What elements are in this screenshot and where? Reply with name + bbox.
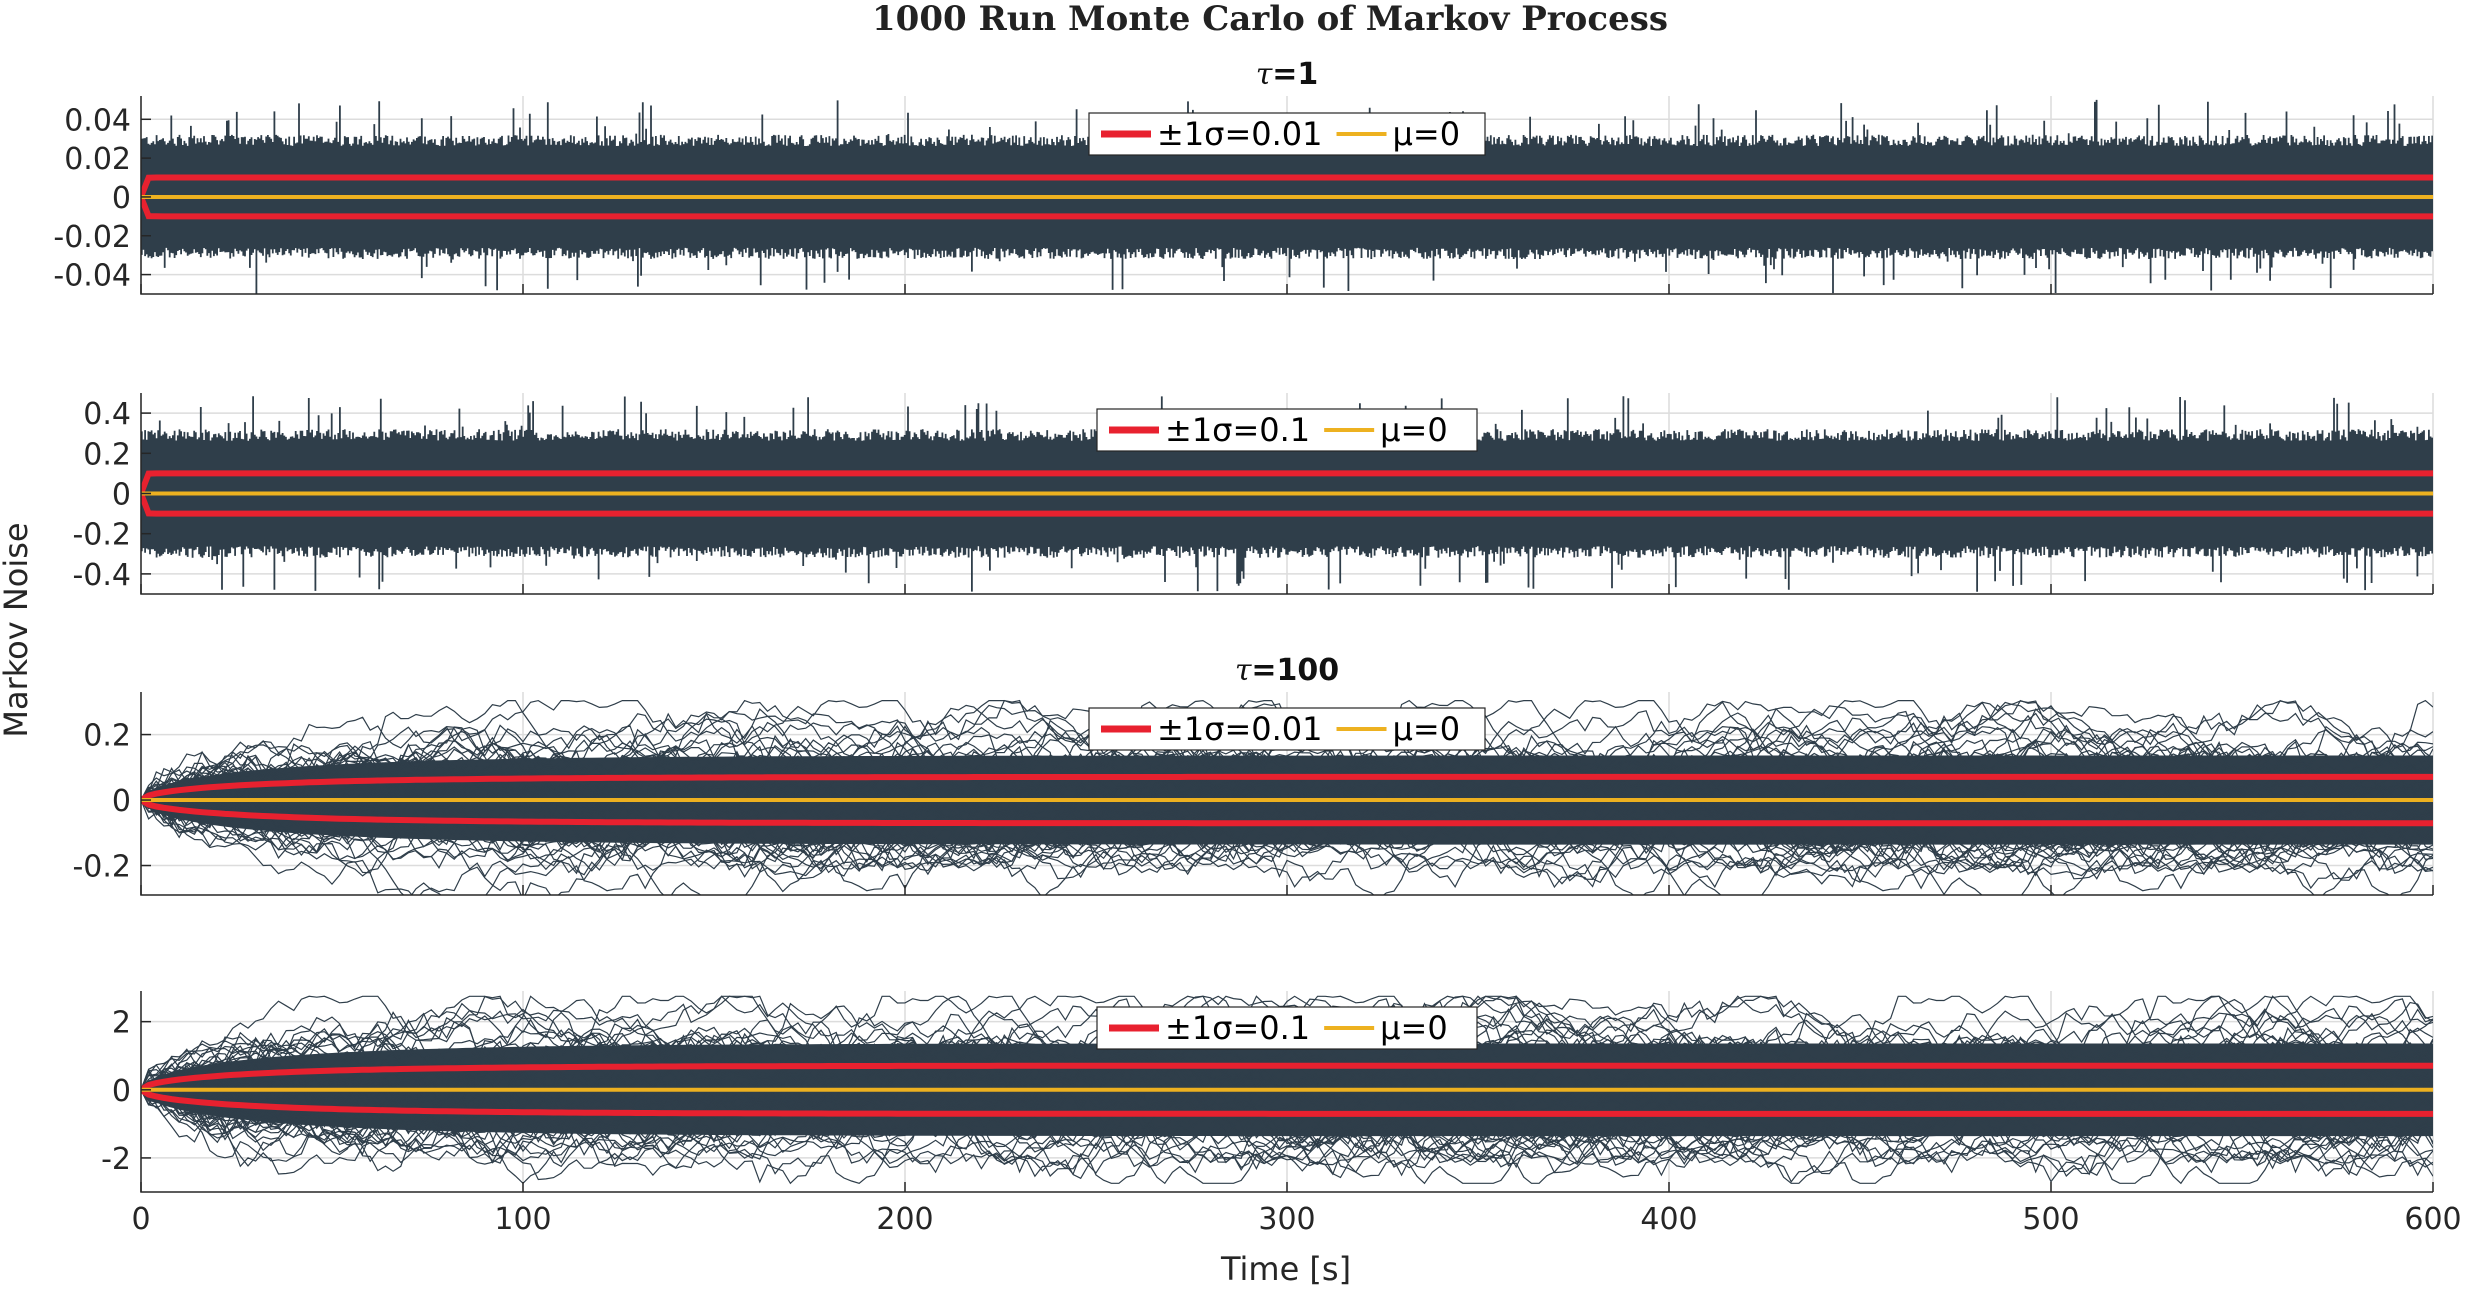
run-trace — [141, 757, 2433, 868]
run-trace — [141, 1089, 2433, 1184]
y-tick-label: -0.4 — [72, 558, 131, 593]
legend-label-sigma: ±1σ=0.01 — [1157, 710, 1323, 748]
subplot-title-symbol: τ — [1256, 57, 1273, 92]
run-trace — [141, 995, 2433, 1112]
y-tick-label: 0 — [112, 784, 131, 819]
legend-label-mean: μ=0 — [1393, 710, 1461, 748]
y-ticks: 0.4 0.2 0 -0.2 -0.4 — [72, 397, 151, 593]
legend: ±1σ=0.01 μ=0 — [1088, 112, 1486, 156]
run-trace — [141, 1028, 2433, 1169]
run-trace — [141, 725, 2433, 875]
x-ticks: 0 100 200 300 400 500 600 — [131, 1182, 2462, 1237]
sigma-lower-line — [141, 492, 2433, 517]
subplot-title-symbol: τ — [1235, 653, 1252, 688]
legend-label-mean: μ=0 — [1380, 411, 1448, 449]
run-trace — [141, 1046, 2433, 1174]
x-ticks — [140, 584, 2434, 594]
legend-label-sigma: ±1σ=0.1 — [1165, 411, 1310, 449]
sigma-upper-line — [141, 773, 2433, 803]
run-trace — [141, 1032, 2433, 1162]
legend-label-mean: μ=0 — [1393, 115, 1461, 153]
y-tick-label: -0.04 — [53, 259, 131, 294]
run-trace — [141, 724, 2433, 838]
subplot-1: 0.04 0.02 0 -0.02 -0.04 τ=1 ±1σ=0.01 μ=0 — [53, 57, 2434, 295]
legend-label-mean: μ=0 — [1380, 1009, 1448, 1047]
run-trace — [141, 744, 2433, 859]
y-tick-label: -0.02 — [53, 220, 131, 255]
subplot-4: 20-20 100 200 300 400 500 600±1σ=0.1 μ=0 — [101, 991, 2462, 1237]
legend-label-sigma: ±1σ=0.01 — [1157, 115, 1323, 153]
run-trace — [141, 751, 2433, 873]
x-ticks — [140, 284, 2434, 294]
run-trace — [141, 998, 2433, 1170]
x-tick-label: 500 — [2022, 1202, 2079, 1237]
y-tick-label: 0 — [112, 478, 131, 513]
run-trace — [141, 699, 2433, 882]
run-trace — [141, 1034, 2433, 1155]
run-trace — [141, 1043, 2433, 1175]
y-tick-label: 2 — [112, 1006, 131, 1041]
legend: ±1σ=0.1 μ=0 — [1096, 1006, 1478, 1050]
run-trace — [141, 726, 2433, 861]
run-trace — [141, 1012, 2433, 1169]
x-tick-label: 0 — [131, 1202, 150, 1237]
x-axis-label: Time [s] — [1220, 1250, 1351, 1288]
subplot-title: τ=1 — [1256, 57, 1319, 92]
y-tick-label: 0.2 — [83, 719, 131, 754]
x-tick-label: 100 — [494, 1202, 551, 1237]
sigma-lower-line — [141, 797, 2433, 827]
sigma-upper-line — [141, 470, 2433, 495]
run-trace — [141, 995, 2433, 1141]
run-trace — [141, 995, 2433, 1166]
y-ticks: 0.04 0.02 0 -0.02 -0.04 — [53, 103, 151, 294]
x-tick-label: 400 — [1640, 1202, 1697, 1237]
y-tick-label: 0 — [112, 1074, 131, 1109]
run-trace — [141, 1012, 2433, 1151]
y-ticks: 2 0 -2 — [101, 1006, 151, 1177]
subplot-title: τ=100 — [1235, 653, 1339, 688]
x-tick-label: 300 — [1258, 1202, 1315, 1237]
legend-label-sigma: ±1σ=0.1 — [1165, 1009, 1310, 1047]
y-tick-label: -0.2 — [72, 850, 131, 885]
legend-box — [1088, 707, 1486, 751]
subplot-title-value: =1 — [1272, 57, 1318, 92]
y-tick-label: 0 — [112, 181, 131, 216]
run-trace — [141, 764, 2433, 870]
y-ticks: 0.2 0 -0.2 — [72, 719, 151, 885]
run-trace — [141, 744, 2433, 855]
subplot-3: 0.2 0 -0.2 τ=100 ±1σ=0.01 μ=0 — [72, 653, 2434, 896]
y-tick-label: 0.4 — [83, 397, 131, 432]
legend: ±1σ=0.1 μ=0 — [1096, 408, 1478, 452]
x-tick-label: 600 — [2404, 1202, 2461, 1237]
run-trace — [141, 699, 2433, 872]
subplot-2: 0.4 0.2 0 -0.2 -0.4 ±1σ=0.1 μ=0 — [72, 393, 2434, 595]
run-trace — [141, 1074, 2433, 1184]
subplot-title-value: =100 — [1251, 653, 1339, 688]
figure-title: 1000 Run Monte Carlo of Markov Process — [872, 0, 1668, 39]
sigma-lower-line — [141, 195, 2433, 220]
sigma-lower-line — [141, 1087, 2433, 1117]
y-axis-label: Markov Noise — [0, 522, 35, 737]
legend: ±1σ=0.01 μ=0 — [1088, 707, 1486, 751]
legend-box — [1096, 408, 1478, 452]
run-trace — [141, 745, 2433, 846]
legend-box — [1096, 1006, 1478, 1050]
x-tick-label: 200 — [876, 1202, 933, 1237]
x-ticks — [140, 885, 2434, 895]
y-tick-label: -0.2 — [72, 518, 131, 553]
y-tick-label: -2 — [101, 1142, 131, 1177]
y-tick-label: 0.02 — [64, 142, 131, 177]
sigma-upper-line — [141, 1062, 2433, 1093]
sigma-upper-line — [141, 174, 2433, 199]
legend-box — [1088, 112, 1486, 156]
run-trace — [141, 1056, 2433, 1164]
y-tick-label: 0.04 — [64, 103, 131, 138]
y-tick-label: 0.2 — [83, 437, 131, 472]
